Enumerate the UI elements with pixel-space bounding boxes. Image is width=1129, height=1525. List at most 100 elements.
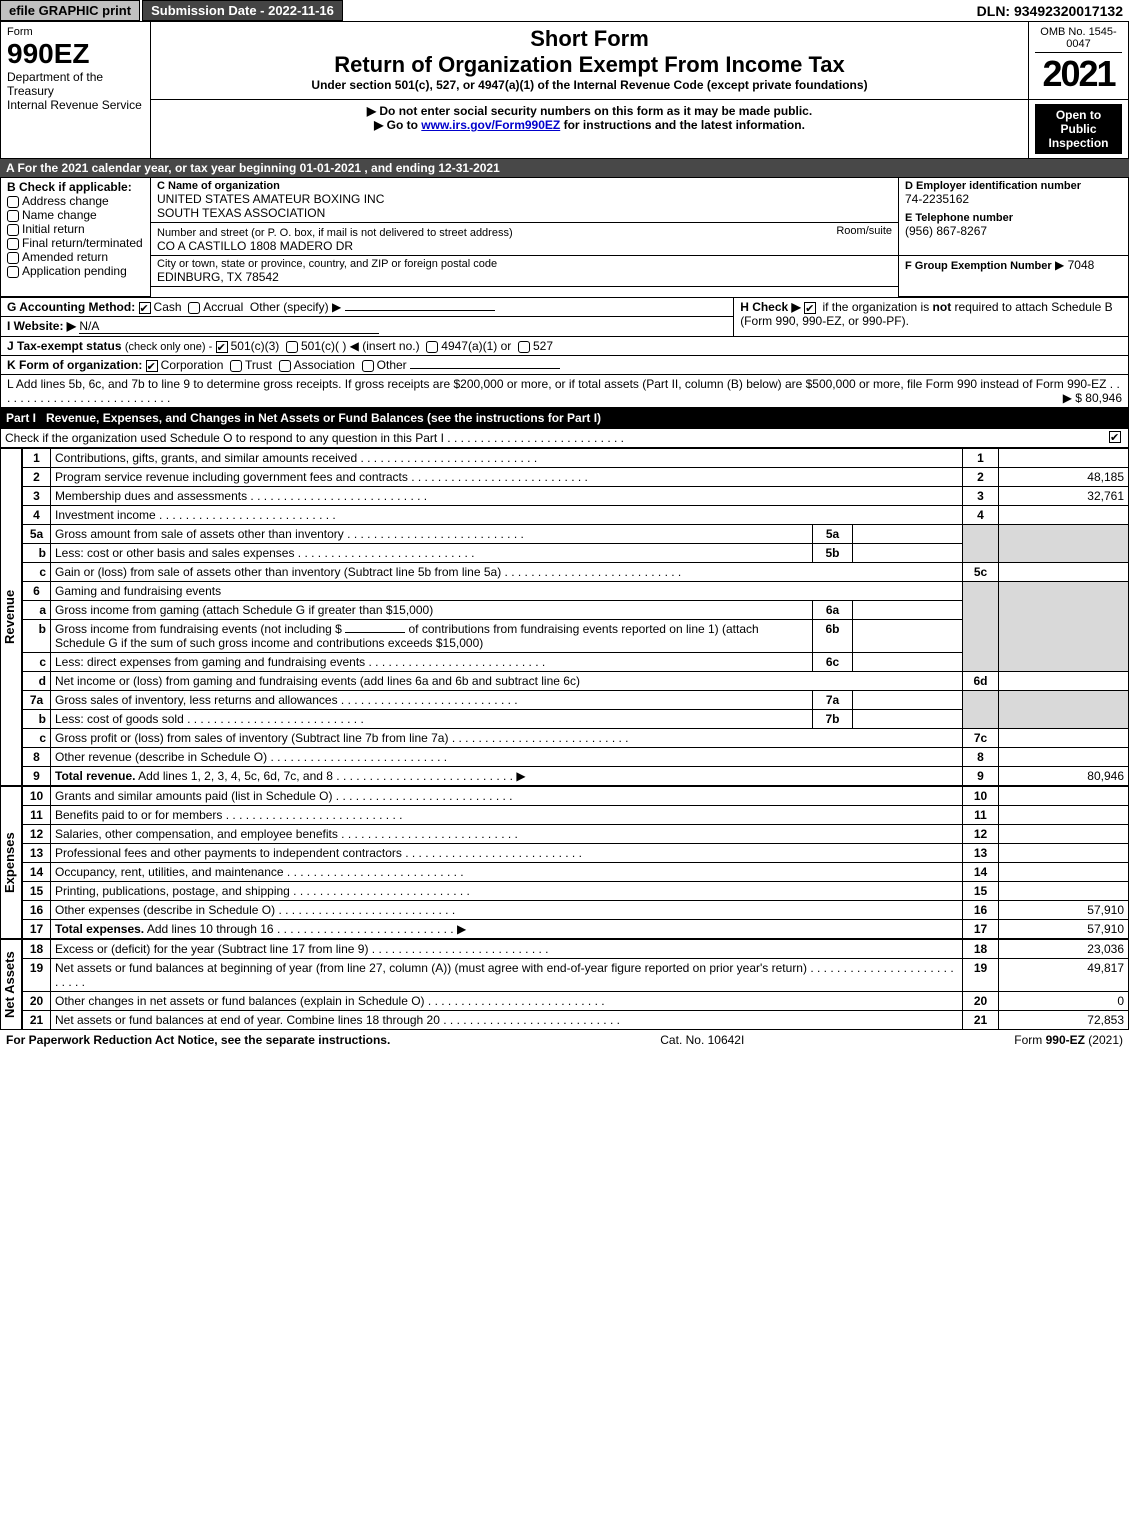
netassets-table: 18Excess or (deficit) for the year (Subt…	[22, 939, 1129, 1030]
k-trust-checkbox[interactable]	[230, 360, 242, 372]
accrual-label: Accrual	[203, 300, 243, 314]
k-assoc-label: Association	[294, 358, 355, 372]
submission-date-button[interactable]: Submission Date - 2022-11-16	[142, 0, 343, 21]
j-4947-label: 4947(a)(1) or	[441, 339, 511, 353]
j-527-checkbox[interactable]	[518, 341, 530, 353]
netassets-vlabel: Net Assets	[0, 939, 22, 1030]
line6b-inner: 6b	[813, 620, 853, 653]
line13-desc: Professional fees and other payments to …	[55, 846, 402, 860]
check-name-change[interactable]: Name change	[7, 208, 144, 222]
line7a-desc: Gross sales of inventory, less returns a…	[55, 693, 338, 707]
check-application-pending[interactable]: Application pending	[7, 264, 144, 278]
section-a-taxyear: A For the 2021 calendar year, or tax yea…	[0, 159, 1129, 177]
tax-year: 2021	[1035, 53, 1122, 95]
line6a-inner: 6a	[813, 601, 853, 620]
k-trust-label: Trust	[245, 358, 272, 372]
section-h-label: H Check ▶	[740, 300, 801, 314]
ghijkl-table: G Accounting Method: Cash Accrual Other …	[0, 297, 1129, 408]
part1-label: Part I	[6, 411, 36, 425]
line7c-amount	[999, 729, 1129, 748]
line6d-desc: Net income or (loss) from gaming and fun…	[55, 674, 580, 688]
section-i-label: I Website: ▶	[7, 319, 76, 333]
accrual-checkbox[interactable]	[188, 302, 200, 314]
line1-amount	[999, 449, 1129, 468]
expenses-vlabel: Expenses	[0, 786, 22, 939]
j-501c3-checkbox[interactable]	[216, 341, 228, 353]
line7b-desc: Less: cost of goods sold	[55, 712, 184, 726]
city-label: City or town, state or province, country…	[157, 258, 892, 270]
section-l-amount: ▶ $ 80,946	[1063, 391, 1122, 405]
line11-desc: Benefits paid to or for members	[55, 808, 222, 822]
efile-print-button[interactable]: efile GRAPHIC print	[0, 0, 140, 21]
dept-label: Department of the TreasuryInternal Reven…	[7, 70, 144, 112]
k-other-input[interactable]	[410, 368, 560, 369]
line6b-desc1: Gross income from fundraising events (no…	[55, 622, 342, 636]
section-j-label: J Tax-exempt status	[7, 339, 122, 353]
irs-link[interactable]: www.irs.gov/Form990EZ	[421, 118, 560, 132]
h-text1: if the organization is not required to a…	[822, 300, 1112, 314]
k-other-checkbox[interactable]	[362, 360, 374, 372]
open-inspection-box: Open to Public Inspection	[1035, 104, 1122, 154]
omb-number: OMB No. 1545-0047	[1035, 26, 1122, 53]
check-amended-return[interactable]: Amended return	[7, 250, 144, 264]
line5a-val	[853, 525, 963, 544]
line6a-val	[853, 601, 963, 620]
line11-box: 11	[963, 806, 999, 825]
line4-box: 4	[963, 506, 999, 525]
under-section: Under section 501(c), 527, or 4947(a)(1)…	[157, 78, 1022, 92]
check-address-change[interactable]: Address change	[7, 194, 144, 208]
j-sub: (check only one) -	[125, 341, 212, 353]
line2-desc: Program service revenue including govern…	[55, 470, 408, 484]
line1-box: 1	[963, 449, 999, 468]
form-header-table: Form 990EZ Department of the TreasuryInt…	[0, 21, 1129, 159]
cash-checkbox[interactable]	[139, 302, 151, 314]
other-specify-input[interactable]	[345, 310, 495, 311]
h-checkbox[interactable]	[804, 302, 816, 314]
line9-desc-bold: Total revenue.	[55, 769, 135, 783]
j-501c-label: 501(c)( )	[301, 339, 346, 353]
line5b-desc: Less: cost or other basis and sales expe…	[55, 546, 294, 560]
check-initial-return[interactable]: Initial return	[7, 222, 144, 236]
org-info-table: B Check if applicable: Address change Na…	[0, 177, 1129, 297]
line2-box: 2	[963, 468, 999, 487]
page-footer: For Paperwork Reduction Act Notice, see …	[0, 1030, 1129, 1050]
ssn-note: ▶ Do not enter social security numbers o…	[157, 104, 1022, 118]
line21-desc: Net assets or fund balances at end of ye…	[55, 1013, 440, 1027]
line9-amount: 80,946	[999, 767, 1129, 786]
line12-box: 12	[963, 825, 999, 844]
part1-check-note: Check if the organization used Schedule …	[5, 431, 444, 445]
k-corp-checkbox[interactable]	[146, 360, 158, 372]
part1-header: Part I Revenue, Expenses, and Changes in…	[0, 408, 1129, 428]
part1-check[interactable]	[1109, 431, 1121, 443]
short-form-title: Short Form	[157, 26, 1022, 52]
line5c-amount	[999, 563, 1129, 582]
line4-amount	[999, 506, 1129, 525]
line7a-val	[853, 691, 963, 710]
j-insert-label: ◀ (insert no.)	[350, 339, 420, 353]
j-4947-checkbox[interactable]	[426, 341, 438, 353]
section-l-text: L Add lines 5b, 6c, and 7b to line 9 to …	[7, 377, 1106, 391]
main-title: Return of Organization Exempt From Incom…	[157, 52, 1022, 78]
h-text2: (Form 990, 990-EZ, or 990-PF).	[740, 314, 909, 328]
line10-desc: Grants and similar amounts paid (list in…	[55, 789, 332, 803]
line19-amount: 49,817	[999, 959, 1129, 992]
line6b-input[interactable]	[345, 632, 405, 633]
cash-label: Cash	[154, 300, 182, 314]
line14-box: 14	[963, 863, 999, 882]
check-final-return[interactable]: Final return/terminated	[7, 236, 144, 250]
line20-box: 20	[963, 992, 999, 1011]
line5b-inner: 5b	[813, 544, 853, 563]
line3-amount: 32,761	[999, 487, 1129, 506]
line6c-val	[853, 653, 963, 672]
line5a-inner: 5a	[813, 525, 853, 544]
line21-amount: 72,853	[999, 1011, 1129, 1030]
form-number: 990EZ	[7, 38, 144, 70]
line19-box: 19	[963, 959, 999, 992]
section-b-label: B Check if applicable:	[7, 180, 144, 194]
j-501c-checkbox[interactable]	[286, 341, 298, 353]
k-assoc-checkbox[interactable]	[279, 360, 291, 372]
line20-amount: 0	[999, 992, 1129, 1011]
line2-amount: 48,185	[999, 468, 1129, 487]
line4-desc: Investment income	[55, 508, 156, 522]
line7b-inner: 7b	[813, 710, 853, 729]
